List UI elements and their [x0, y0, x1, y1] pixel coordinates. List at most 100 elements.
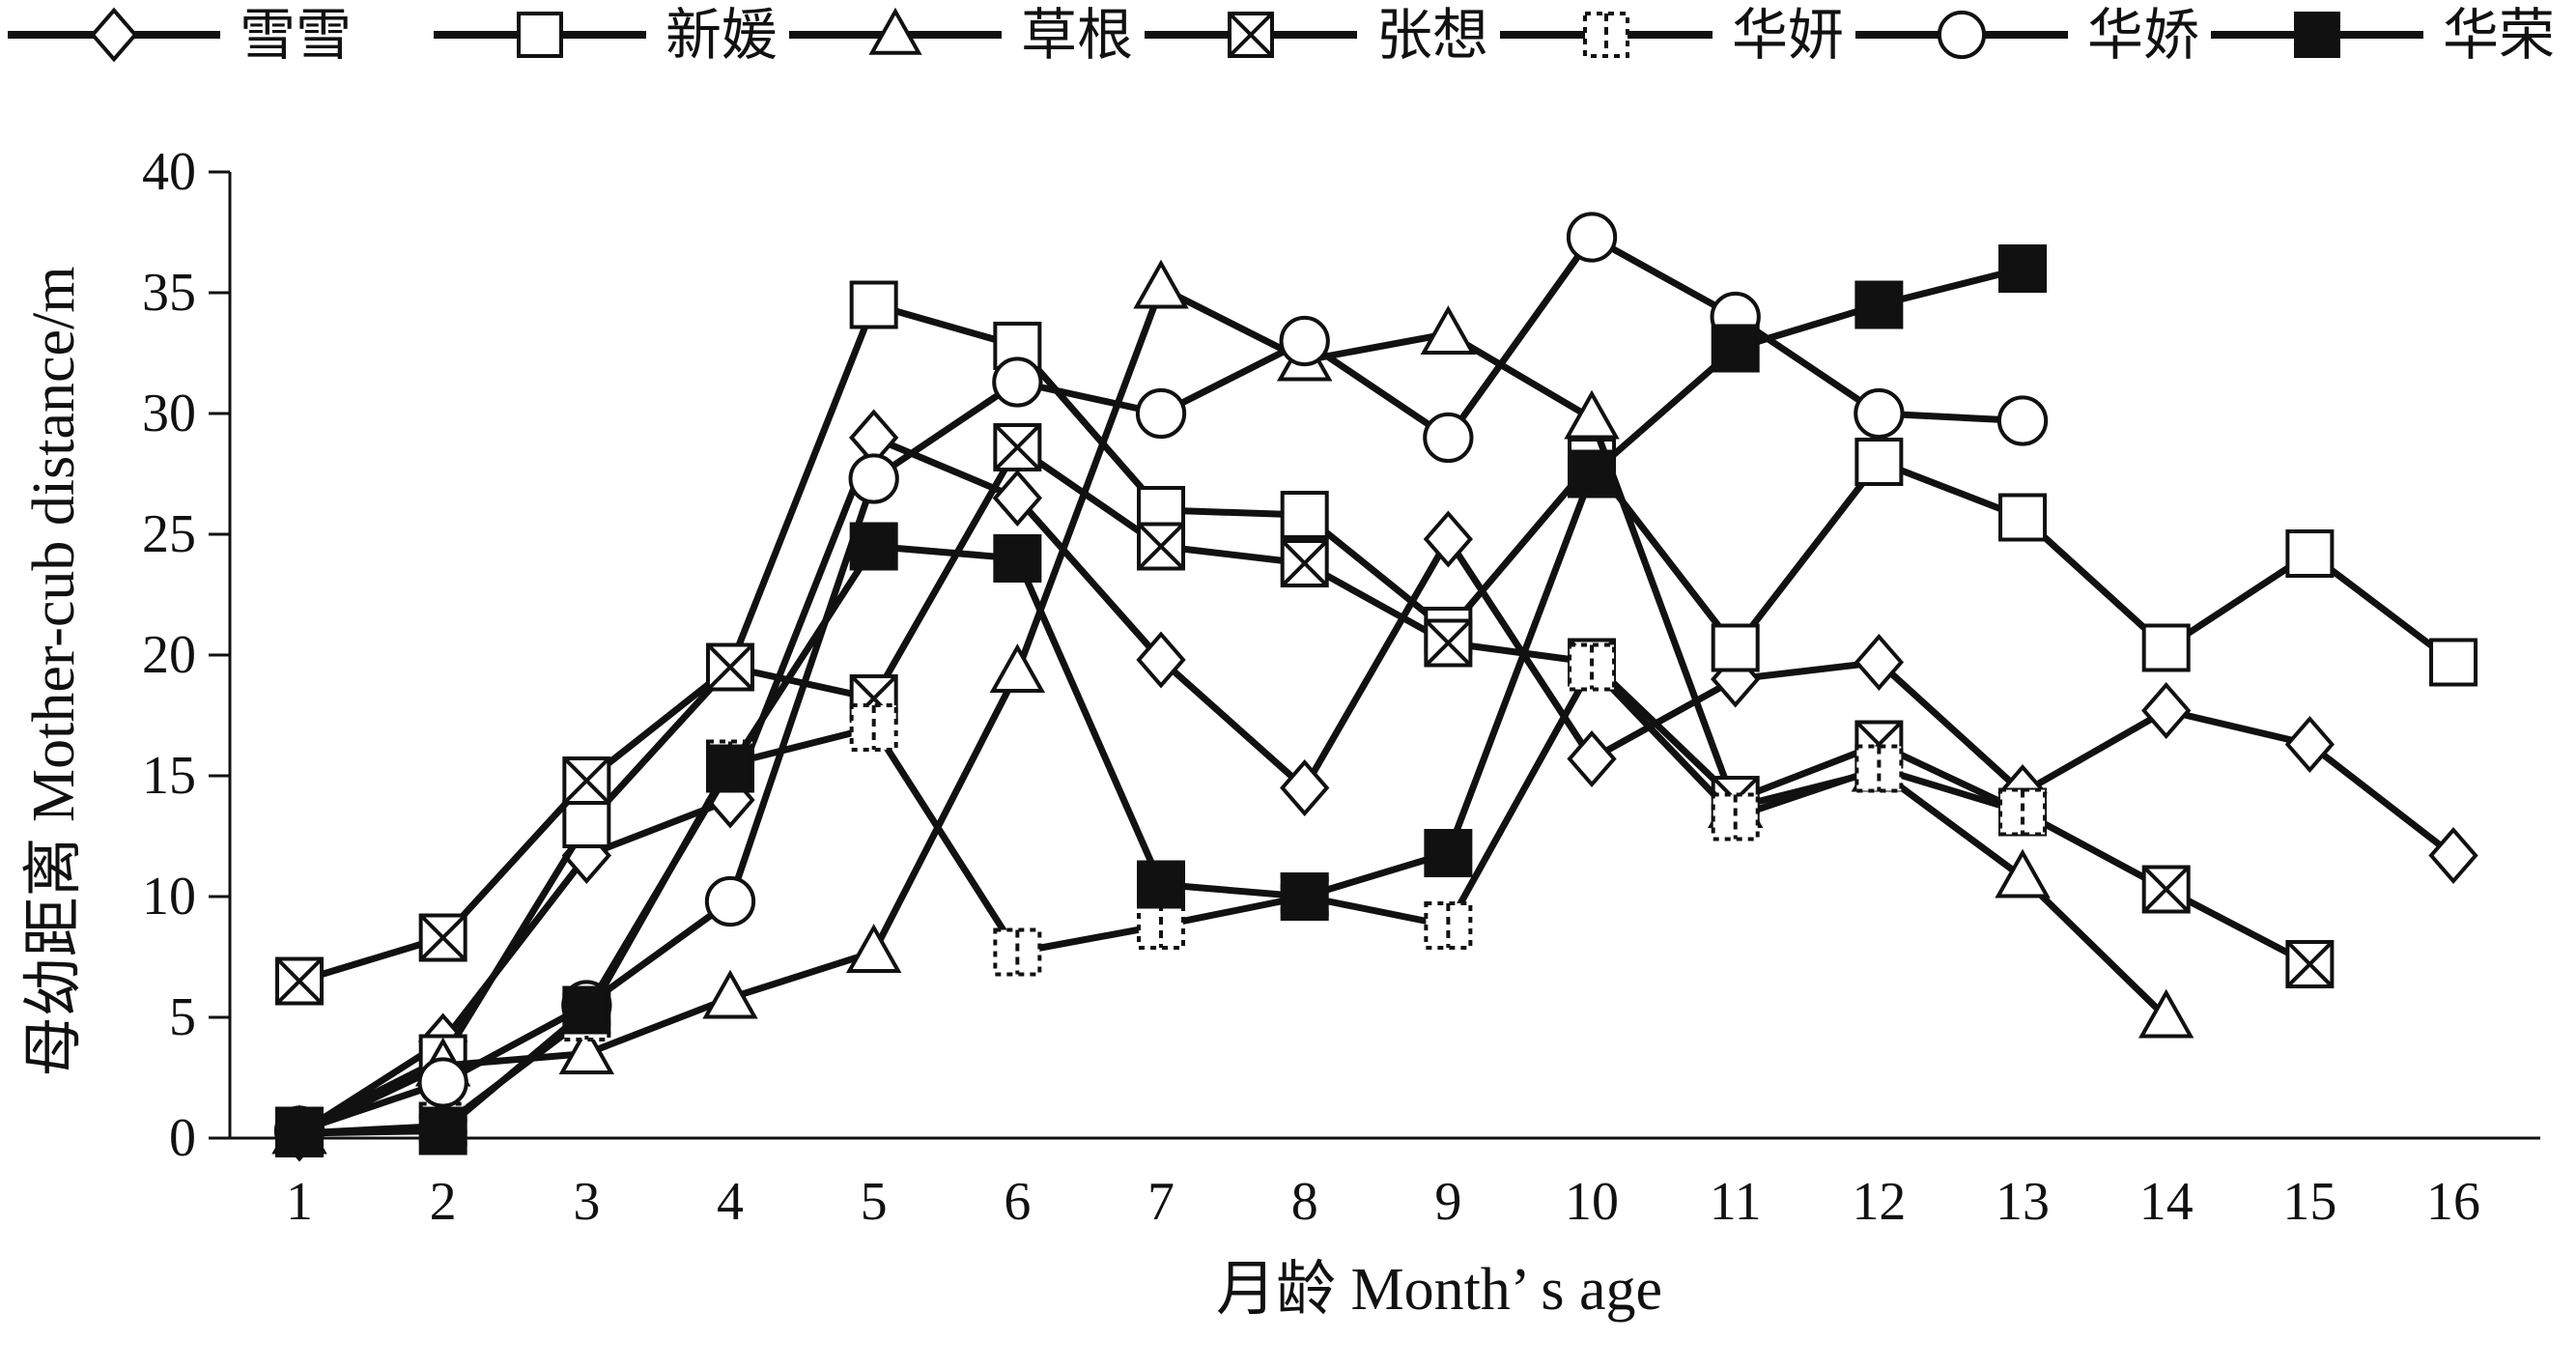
legend-label: 草根: [1021, 4, 1133, 67]
data-point: [992, 470, 1043, 527]
y-tick-label: 15: [142, 746, 196, 806]
y-tick-label: 0: [169, 1108, 196, 1168]
legend-label: 张想: [1376, 4, 1488, 67]
y-tick-label: 10: [142, 867, 196, 927]
x-tick-label: 8: [1291, 1172, 1318, 1232]
legend-item: 新媛: [434, 4, 778, 67]
data-point: [1137, 522, 1186, 571]
x-axis-title: 月龄 Month’ s age: [1216, 1257, 1662, 1323]
data-point: [845, 924, 902, 974]
series-7: [275, 244, 2048, 1157]
data-point: [1423, 510, 1474, 568]
data-point: [418, 1106, 467, 1155]
series-line: [296, 434, 2457, 1137]
data-point: [1420, 305, 1477, 356]
data-point: [1133, 259, 1189, 309]
data-point: [275, 1109, 324, 1157]
plot-area: [271, 212, 2478, 1162]
data-point: [2284, 716, 2335, 773]
legend-label: 雪雪: [240, 4, 352, 67]
legend-label: 华荣: [2443, 4, 2555, 67]
data-point: [2285, 529, 2335, 578]
series-line: [296, 301, 2457, 1134]
data-point: [1568, 449, 1617, 499]
data-point: [1136, 631, 1186, 689]
x-tick-label: 6: [1004, 1172, 1031, 1232]
data-point: [562, 985, 611, 1035]
y-tick-label: 30: [142, 384, 196, 443]
legend-label: 新媛: [665, 4, 778, 67]
data-point: [558, 1025, 615, 1075]
x-tick-label: 4: [717, 1172, 744, 1232]
legend-marker: [90, 7, 138, 63]
data-point: [1711, 792, 1760, 841]
x-tick-label: 13: [1996, 1172, 2050, 1232]
y-axis-title: 母幼距离 Mother-cub distance/m: [21, 266, 87, 1076]
y-tick-label: 40: [142, 142, 196, 202]
legend-marker: [517, 12, 563, 58]
data-point: [2141, 865, 2191, 914]
legend-marker: [1228, 12, 1274, 58]
data-point: [1135, 387, 1187, 440]
data-point: [2141, 682, 2192, 739]
data-point: [1423, 412, 1474, 464]
data-point: [706, 744, 755, 793]
data-point: [1566, 212, 1618, 263]
legend-marker: [1583, 12, 1629, 58]
data-point: [562, 800, 611, 848]
data-point: [275, 956, 324, 1006]
legend: 雪雪 新媛 草根 张想 华妍 华娇 华荣: [8, 4, 2555, 67]
legend-item: 草根: [789, 4, 1133, 67]
data-point: [849, 280, 898, 329]
legend-marker: [868, 7, 922, 55]
data-point: [1996, 395, 2049, 446]
data-point: [1280, 539, 1329, 587]
data-point: [704, 875, 756, 927]
data-point: [1854, 280, 1904, 329]
data-point: [1280, 759, 1330, 816]
x-tick-label: 15: [2282, 1172, 2336, 1232]
legend-item: 雪雪: [8, 4, 352, 67]
data-point: [1854, 438, 1904, 486]
y-tick-label: 25: [142, 504, 196, 564]
data-point: [1998, 493, 2048, 542]
legend-marker: [2294, 12, 2340, 58]
data-point: [1424, 901, 1473, 950]
x-tick-label: 7: [1147, 1172, 1175, 1232]
x-tick-label: 10: [1565, 1172, 1619, 1232]
data-point: [2429, 638, 2478, 687]
x-tick-label: 12: [1852, 1172, 1906, 1232]
data-point: [702, 969, 758, 1019]
data-point: [1567, 730, 1617, 787]
x-tick-label: 5: [861, 1172, 888, 1232]
x-tick-label: 11: [1710, 1172, 1762, 1232]
data-point: [1137, 860, 1186, 909]
legend-item: 华妍: [1500, 4, 1844, 67]
y-tick-label: 20: [142, 625, 196, 685]
data-point: [1568, 642, 1617, 692]
data-point: [993, 927, 1042, 977]
data-point: [417, 1057, 468, 1108]
data-point: [1424, 618, 1473, 668]
data-point: [1280, 872, 1329, 921]
legend-item: 张想: [1145, 4, 1488, 67]
x-tick-label: 1: [286, 1172, 313, 1232]
legend-label: 华妍: [1732, 4, 1844, 67]
data-point: [848, 453, 899, 504]
legend-label: 华娇: [2087, 4, 2199, 67]
data-point: [1854, 387, 1905, 440]
y-tick-label: 35: [142, 263, 196, 323]
x-tick-label: 2: [430, 1172, 457, 1232]
data-point: [989, 643, 1046, 694]
data-point: [418, 913, 467, 962]
data-point: [1137, 901, 1186, 950]
x-tick-label: 3: [573, 1172, 600, 1232]
legend-item: 华荣: [2211, 4, 2555, 67]
data-point: [2285, 940, 2335, 988]
legend-marker: [1937, 10, 1987, 60]
data-point: [849, 522, 898, 571]
y-tick-label: 5: [169, 987, 196, 1047]
data-point: [849, 703, 898, 752]
data-point: [1564, 389, 1620, 440]
